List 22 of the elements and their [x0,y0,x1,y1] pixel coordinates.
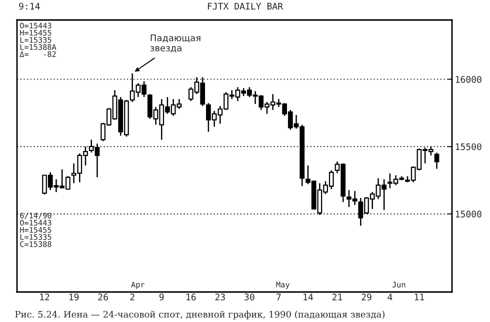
chart-title: FJTX DAILY BAR [208,2,284,10]
x-tick-label: 4 [388,294,392,300]
text: Рис. 5.24. Иена — 24-часовой спот, дневной график, 1990 (падающая звезда) [15,310,384,320]
x-tick-label: 11 [414,294,424,300]
y-tick-label: 15000 [456,210,482,218]
x-tick-label: 30 [244,294,254,300]
y-tick-label: 16000 [456,76,482,83]
candlestick [434,152,440,170]
x-tick-label: 7 [276,294,281,300]
x-tick-label: 16 [186,294,196,300]
x-tick-label: 9 [159,294,164,300]
x-tick-label: 26 [98,294,108,300]
x-tick-label: 29 [362,294,372,300]
text: 9:14 [19,2,40,10]
annotation: Падающая звезда [150,34,200,52]
y-tick-label: 15500 [456,143,482,150]
x-tick-label: 12 [40,294,50,300]
x-tick-label: 21 [332,294,342,300]
x-tick-label: 19 [69,294,79,300]
x-tick-label: 2 [130,294,134,300]
x-tick-label: 14 [304,294,313,300]
x-tick-label: 23 [215,294,225,300]
